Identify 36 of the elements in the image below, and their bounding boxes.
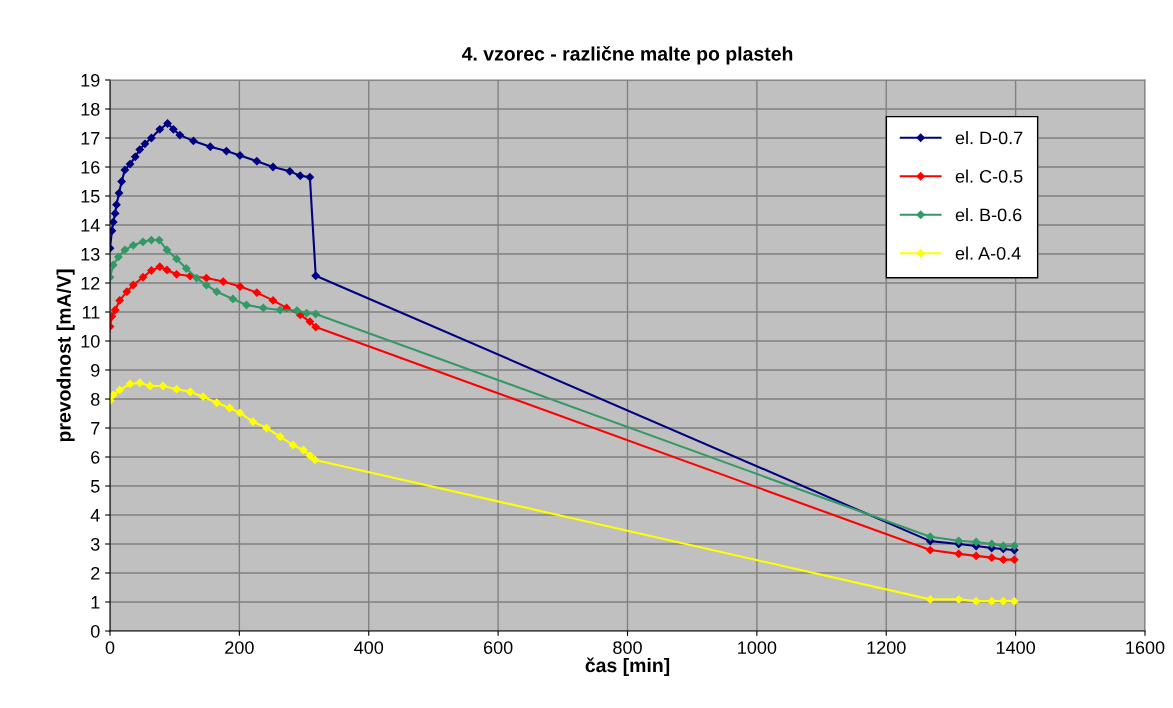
y-tick-label: 4	[90, 509, 100, 522]
y-tick-label: 5	[90, 480, 100, 493]
y-tick-label: 19	[81, 73, 100, 87]
y-tick-label: 16	[81, 160, 100, 174]
y-tick-label: 18	[81, 102, 100, 116]
y-tick-label: 10	[81, 334, 100, 348]
y-axis-title: prevodnost [mA/V]	[56, 269, 75, 442]
x-tick-label: 800	[613, 641, 642, 654]
legend-label: el. C-0.5	[955, 169, 1023, 183]
y-tick-label: 1	[91, 596, 100, 609]
x-tick-label: 1600	[1126, 641, 1165, 654]
y-tick-label: 13	[81, 247, 100, 261]
y-tick-label: 0	[90, 624, 100, 638]
y-tick-label: 8	[91, 392, 100, 406]
x-tick-label: 400	[354, 641, 384, 654]
y-tick-label: 9	[91, 363, 100, 377]
x-tick-label: 1200	[867, 641, 906, 654]
y-tick-label: 6	[91, 450, 100, 464]
x-tick-label: 600	[483, 641, 513, 654]
x-tick-label: 200	[225, 641, 254, 654]
y-tick-label: 11	[82, 306, 100, 319]
chart-title: 4. vzorec - različne malte po plasteh	[461, 46, 793, 65]
x-tick-label: 1400	[996, 641, 1035, 654]
y-tick-label: 3	[90, 537, 100, 551]
y-tick-label: 14	[81, 219, 100, 232]
y-tick-label: 7	[91, 422, 100, 435]
legend-label: el. D-0.7	[955, 131, 1023, 145]
legend-label: el. A-0.4	[955, 246, 1021, 260]
y-tick-label: 17	[81, 132, 100, 145]
y-tick-label: 12	[81, 276, 100, 290]
x-tick-label: 1000	[738, 641, 777, 654]
y-tick-label: 15	[81, 190, 100, 203]
x-axis-title: čas [min]	[585, 657, 670, 677]
legend-label: el. B-0.6	[955, 208, 1022, 222]
y-tick-label: 2	[91, 566, 100, 580]
x-tick-label: 0	[105, 641, 115, 654]
